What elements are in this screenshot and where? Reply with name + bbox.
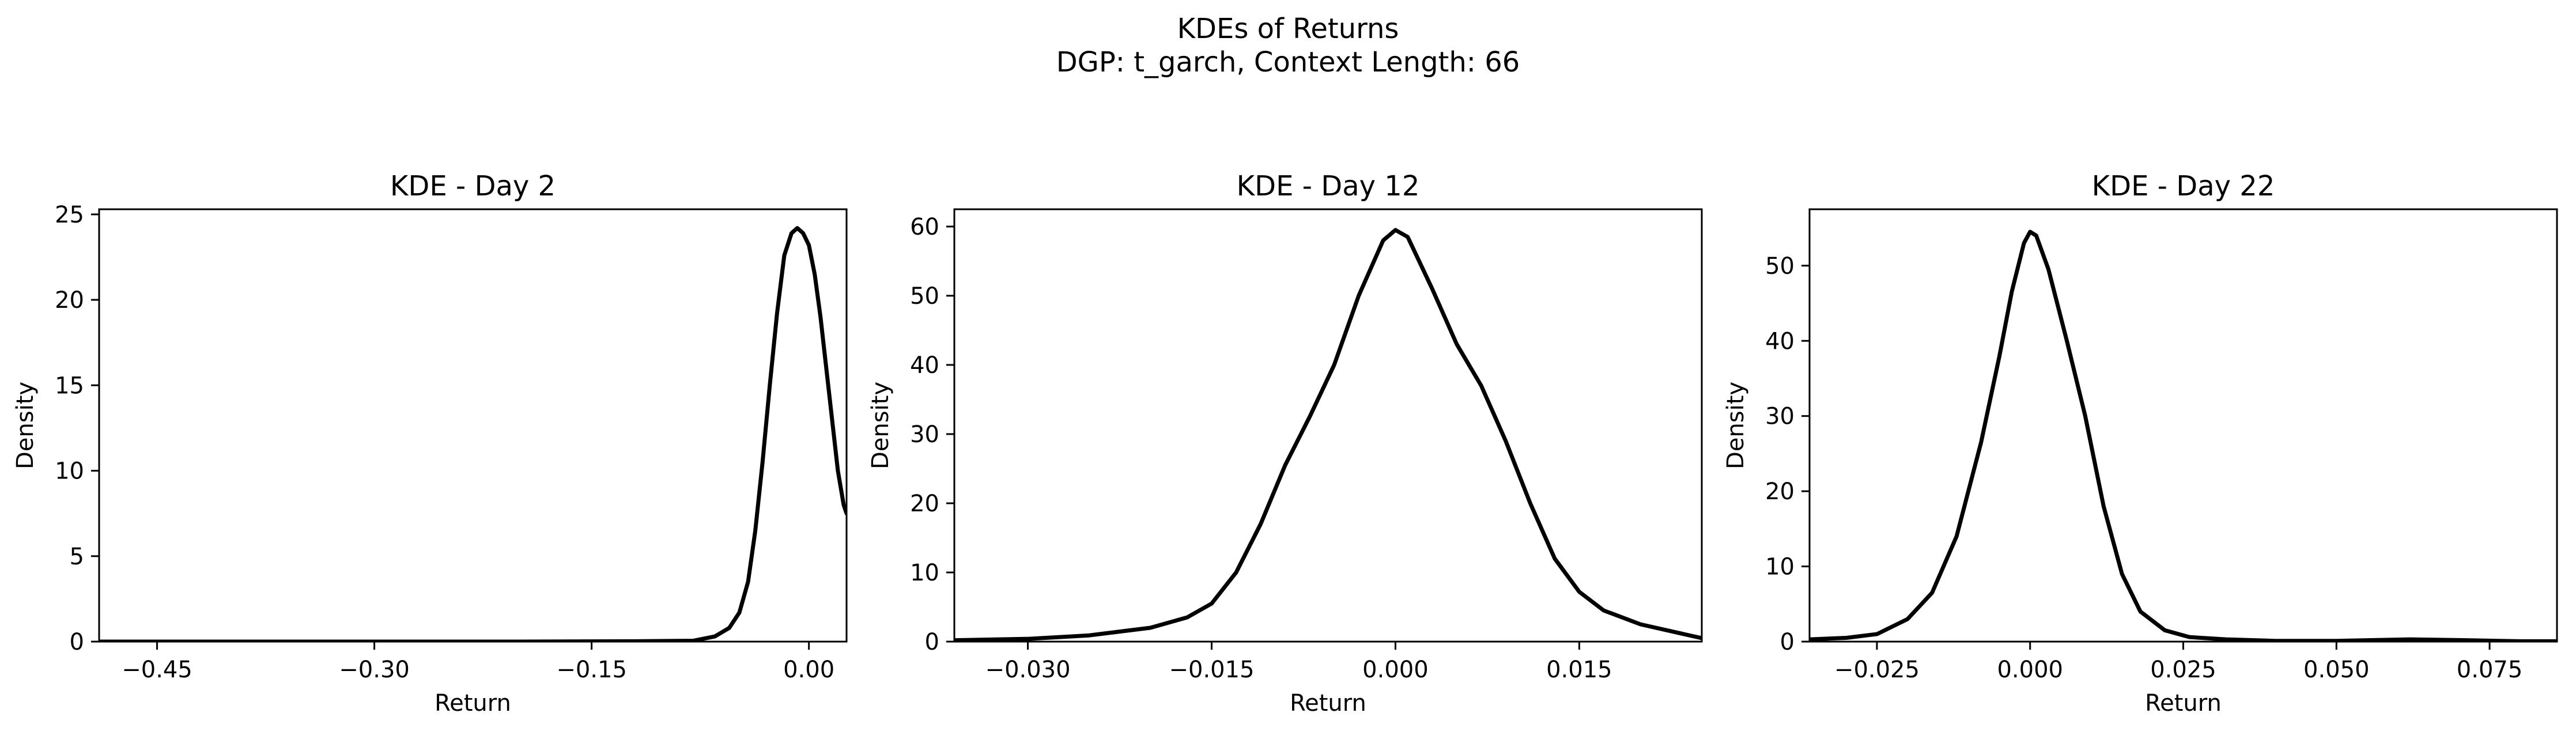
y-tick-label: 5 xyxy=(70,544,84,570)
subplot-title: KDE - Day 22 xyxy=(2092,170,2275,202)
x-axis-label: Return xyxy=(435,690,511,717)
y-tick-label: 60 xyxy=(910,214,939,240)
axes-frame xyxy=(1808,208,2558,643)
y-tick-label: 20 xyxy=(910,491,939,517)
x-tick-label: 0.000 xyxy=(1362,657,1429,683)
x-tick-label: 0.050 xyxy=(2303,657,2370,683)
y-tick-label: 0 xyxy=(925,629,939,655)
y-tick-label: 40 xyxy=(1765,328,1795,355)
y-axis-label: Density xyxy=(1723,382,1749,469)
subplot-title: KDE - Day 12 xyxy=(1237,170,1420,202)
y-tick-label: 10 xyxy=(55,458,84,485)
figure-subtitle: DGP: t_garch, Context Length: 66 xyxy=(1056,46,1520,78)
axes-frame xyxy=(98,208,848,643)
figure-title: KDEs of Returns xyxy=(1177,13,1399,45)
y-tick-label: 20 xyxy=(1765,478,1795,505)
x-tick-label: 0.075 xyxy=(2457,657,2523,683)
y-axis-label: Density xyxy=(12,382,39,469)
kde-line xyxy=(99,226,847,642)
subplot-2: KDE - Day 12 −0.030 −0.015 0.000 0.015 0 10 20 3… xyxy=(867,170,1703,717)
y-tick-label: 20 xyxy=(55,287,84,314)
y-tick-label: 10 xyxy=(910,560,939,586)
x-axis-label: Return xyxy=(2145,690,2222,717)
y-tick-label: 30 xyxy=(910,421,939,448)
kde-line xyxy=(954,228,1702,642)
subplot-1: KDE - Day 2 −0.45 −0.30 −0.15 0.00 0 5 10 15 20 25… xyxy=(12,170,848,717)
axes-frame xyxy=(953,208,1703,643)
y-tick-label: 10 xyxy=(1765,554,1795,581)
x-tick-label: 0.00 xyxy=(783,657,834,683)
y-tick-label: 40 xyxy=(910,352,939,379)
y-tick-label: 0 xyxy=(1780,629,1795,655)
x-tick-label: −0.015 xyxy=(1169,657,1254,683)
y-axis-label: Density xyxy=(867,382,894,469)
y-tick-label: 25 xyxy=(55,202,84,228)
x-tick-label: −0.45 xyxy=(122,657,192,683)
x-tick-label: 0.015 xyxy=(1546,657,1612,683)
x-tick-label: −0.030 xyxy=(985,657,1071,683)
x-tick-label: −0.15 xyxy=(556,657,627,683)
y-tick-label: 0 xyxy=(70,629,84,655)
y-tick-label: 15 xyxy=(55,372,84,399)
y-tick-label: 50 xyxy=(1765,253,1795,280)
x-axis-label: Return xyxy=(1290,690,1366,717)
y-tick-label: 30 xyxy=(1765,404,1795,430)
x-tick-label: −0.025 xyxy=(1834,657,1920,683)
subplot-3: KDE - Day 22 −0.025 0.000 0.025 0.050 0.075 0 1… xyxy=(1723,170,2558,717)
x-tick-label: −0.30 xyxy=(339,657,410,683)
x-tick-label: 0.025 xyxy=(2150,657,2216,683)
x-tick-label: 0.000 xyxy=(1997,657,2063,683)
y-tick-label: 50 xyxy=(910,283,939,310)
kde-line xyxy=(1810,229,2557,642)
subplot-title: KDE - Day 2 xyxy=(390,170,556,202)
